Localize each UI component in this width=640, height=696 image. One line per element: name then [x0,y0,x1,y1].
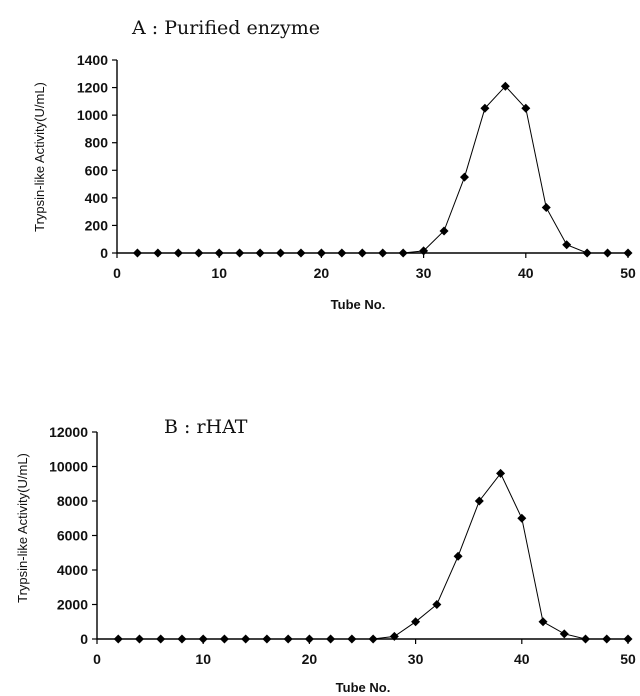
chart-b-data-point [581,634,591,644]
chart-b-data-point [623,634,633,644]
chart-a-x-tick-label: 40 [518,265,534,281]
chart-a-series-line [137,85,628,254]
chart-b-x-tick-label: 50 [620,651,636,667]
chart-a-markers [132,81,633,258]
chart-a-y-ticks: 0 200 400 600 800 1000 1200 1400 [77,52,117,261]
chart-a-x-tick-label: 0 [113,265,121,281]
chart-a-y-tick-label: 200 [85,217,109,233]
chart-b-x-tick-label: 30 [408,651,424,667]
chart-a-x-ticks: 0 10 20 30 40 50 [113,253,636,281]
chart-b-x-tick-label: 0 [93,651,101,667]
chart-b-data-point [219,634,229,644]
chart-b-data-point [198,634,208,644]
chart-b-data-point [304,634,314,644]
chart-b-series-line [118,472,628,640]
chart-a-data-point [276,248,286,258]
chart-b-y-tick-label: 8000 [57,493,88,509]
chart-a-data-point [255,248,265,258]
chart-b-markers [113,468,633,644]
chart-b-data-point [368,634,378,644]
chart-b-data-point [474,496,484,506]
chart-a-x-tick-label: 10 [211,265,227,281]
chart-b-data-point [156,634,166,644]
chart-b-data-point [496,468,506,478]
chart-b-data-point [326,634,336,644]
chart-a-y-tick-label: 400 [85,190,109,206]
chart-a-y-tick-label: 1200 [77,80,108,96]
chart-b: B : rHAT Tube No. Trypsin-like Activity(… [15,416,636,695]
chart-a-data-point [173,248,183,258]
chart-a-title: A : Purified enzyme [131,17,320,39]
chart-a-data-point [562,240,572,250]
chart-b-x-tick-label: 10 [195,651,211,667]
chart-b-y-axis-title: Trypsin-like Activity(U/mL) [15,453,30,603]
chart-b-axes [96,432,628,640]
chart-a-data-point [541,203,551,213]
chart-b-data-point [432,600,442,609]
chart-a: A : Purified enzyme Tube No. Trypsin-lik… [32,17,636,312]
chart-b-data-point [113,634,123,644]
chart-b-x-tick-label: 40 [514,651,530,667]
chart-b-y-tick-label: 12000 [49,424,88,440]
chart-a-data-point [603,248,613,258]
chart-a-axes [116,60,628,254]
chart-b-data-point [177,634,187,644]
chart-b-x-ticks: 0 10 20 30 40 50 [93,639,636,667]
chart-a-data-point [153,248,163,258]
chart-b-data-point [602,634,612,644]
chart-a-data-point [459,172,469,182]
chart-a-y-tick-label: 1000 [77,107,108,123]
chart-a-data-point [521,103,531,113]
chart-b-x-tick-label: 20 [302,651,318,667]
chart-b-data-point [134,634,144,644]
chart-b-data-point [559,629,569,639]
chart-a-y-tick-label: 0 [100,245,108,261]
chart-a-data-point [357,248,367,258]
chart-a-y-tick-label: 800 [85,135,109,151]
chart-a-x-tick-label: 30 [416,265,432,281]
chart-b-data-point [347,634,357,644]
chart-a-data-point [623,248,633,258]
chart-a-x-axis-title: Tube No. [331,297,386,312]
chart-b-data-point [517,513,527,523]
chart-b-data-point [241,634,251,644]
chart-a-y-tick-label: 600 [85,162,109,178]
chart-b-y-ticks: 0 2000 4000 6000 8000 10000 12000 [49,424,97,647]
chart-a-x-tick-label: 50 [620,265,636,281]
chart-a-data-point [337,248,347,258]
chart-b-y-tick-label: 0 [80,631,88,647]
chart-b-data-point [411,617,421,627]
chart-a-data-point [194,248,204,258]
chart-b-data-point [538,617,548,627]
chart-a-data-point [132,248,142,258]
chart-a-data-point [582,248,592,258]
chart-b-data-point [283,634,293,644]
chart-a-data-point [316,248,326,258]
chart-b-y-tick-label: 10000 [49,459,88,475]
chart-a-y-tick-label: 1400 [77,52,108,68]
chart-a-data-point [480,103,490,113]
chart-b-data-point [262,634,272,644]
chart-a-data-point [296,248,306,258]
chart-a-data-point [378,248,388,258]
chart-b-x-axis-title: Tube No. [336,680,391,695]
chart-a-data-point [398,248,408,258]
chart-b-y-tick-label: 6000 [57,528,88,544]
chart-a-data-point [235,248,245,258]
chart-a-data-point [214,248,224,258]
chart-b-title: B : rHAT [164,416,248,438]
chart-b-data-point [389,631,399,641]
chart-a-data-point [419,246,429,256]
chart-b-y-tick-label: 2000 [57,597,88,613]
chart-a-data-point [439,226,449,236]
chart-a-data-point [500,81,510,91]
chart-b-data-point [453,551,463,561]
chart-a-y-axis-title: Trypsin-like Activity(U/mL) [32,82,47,232]
chart-b-y-tick-label: 4000 [57,562,88,578]
chart-a-x-tick-label: 20 [314,265,330,281]
